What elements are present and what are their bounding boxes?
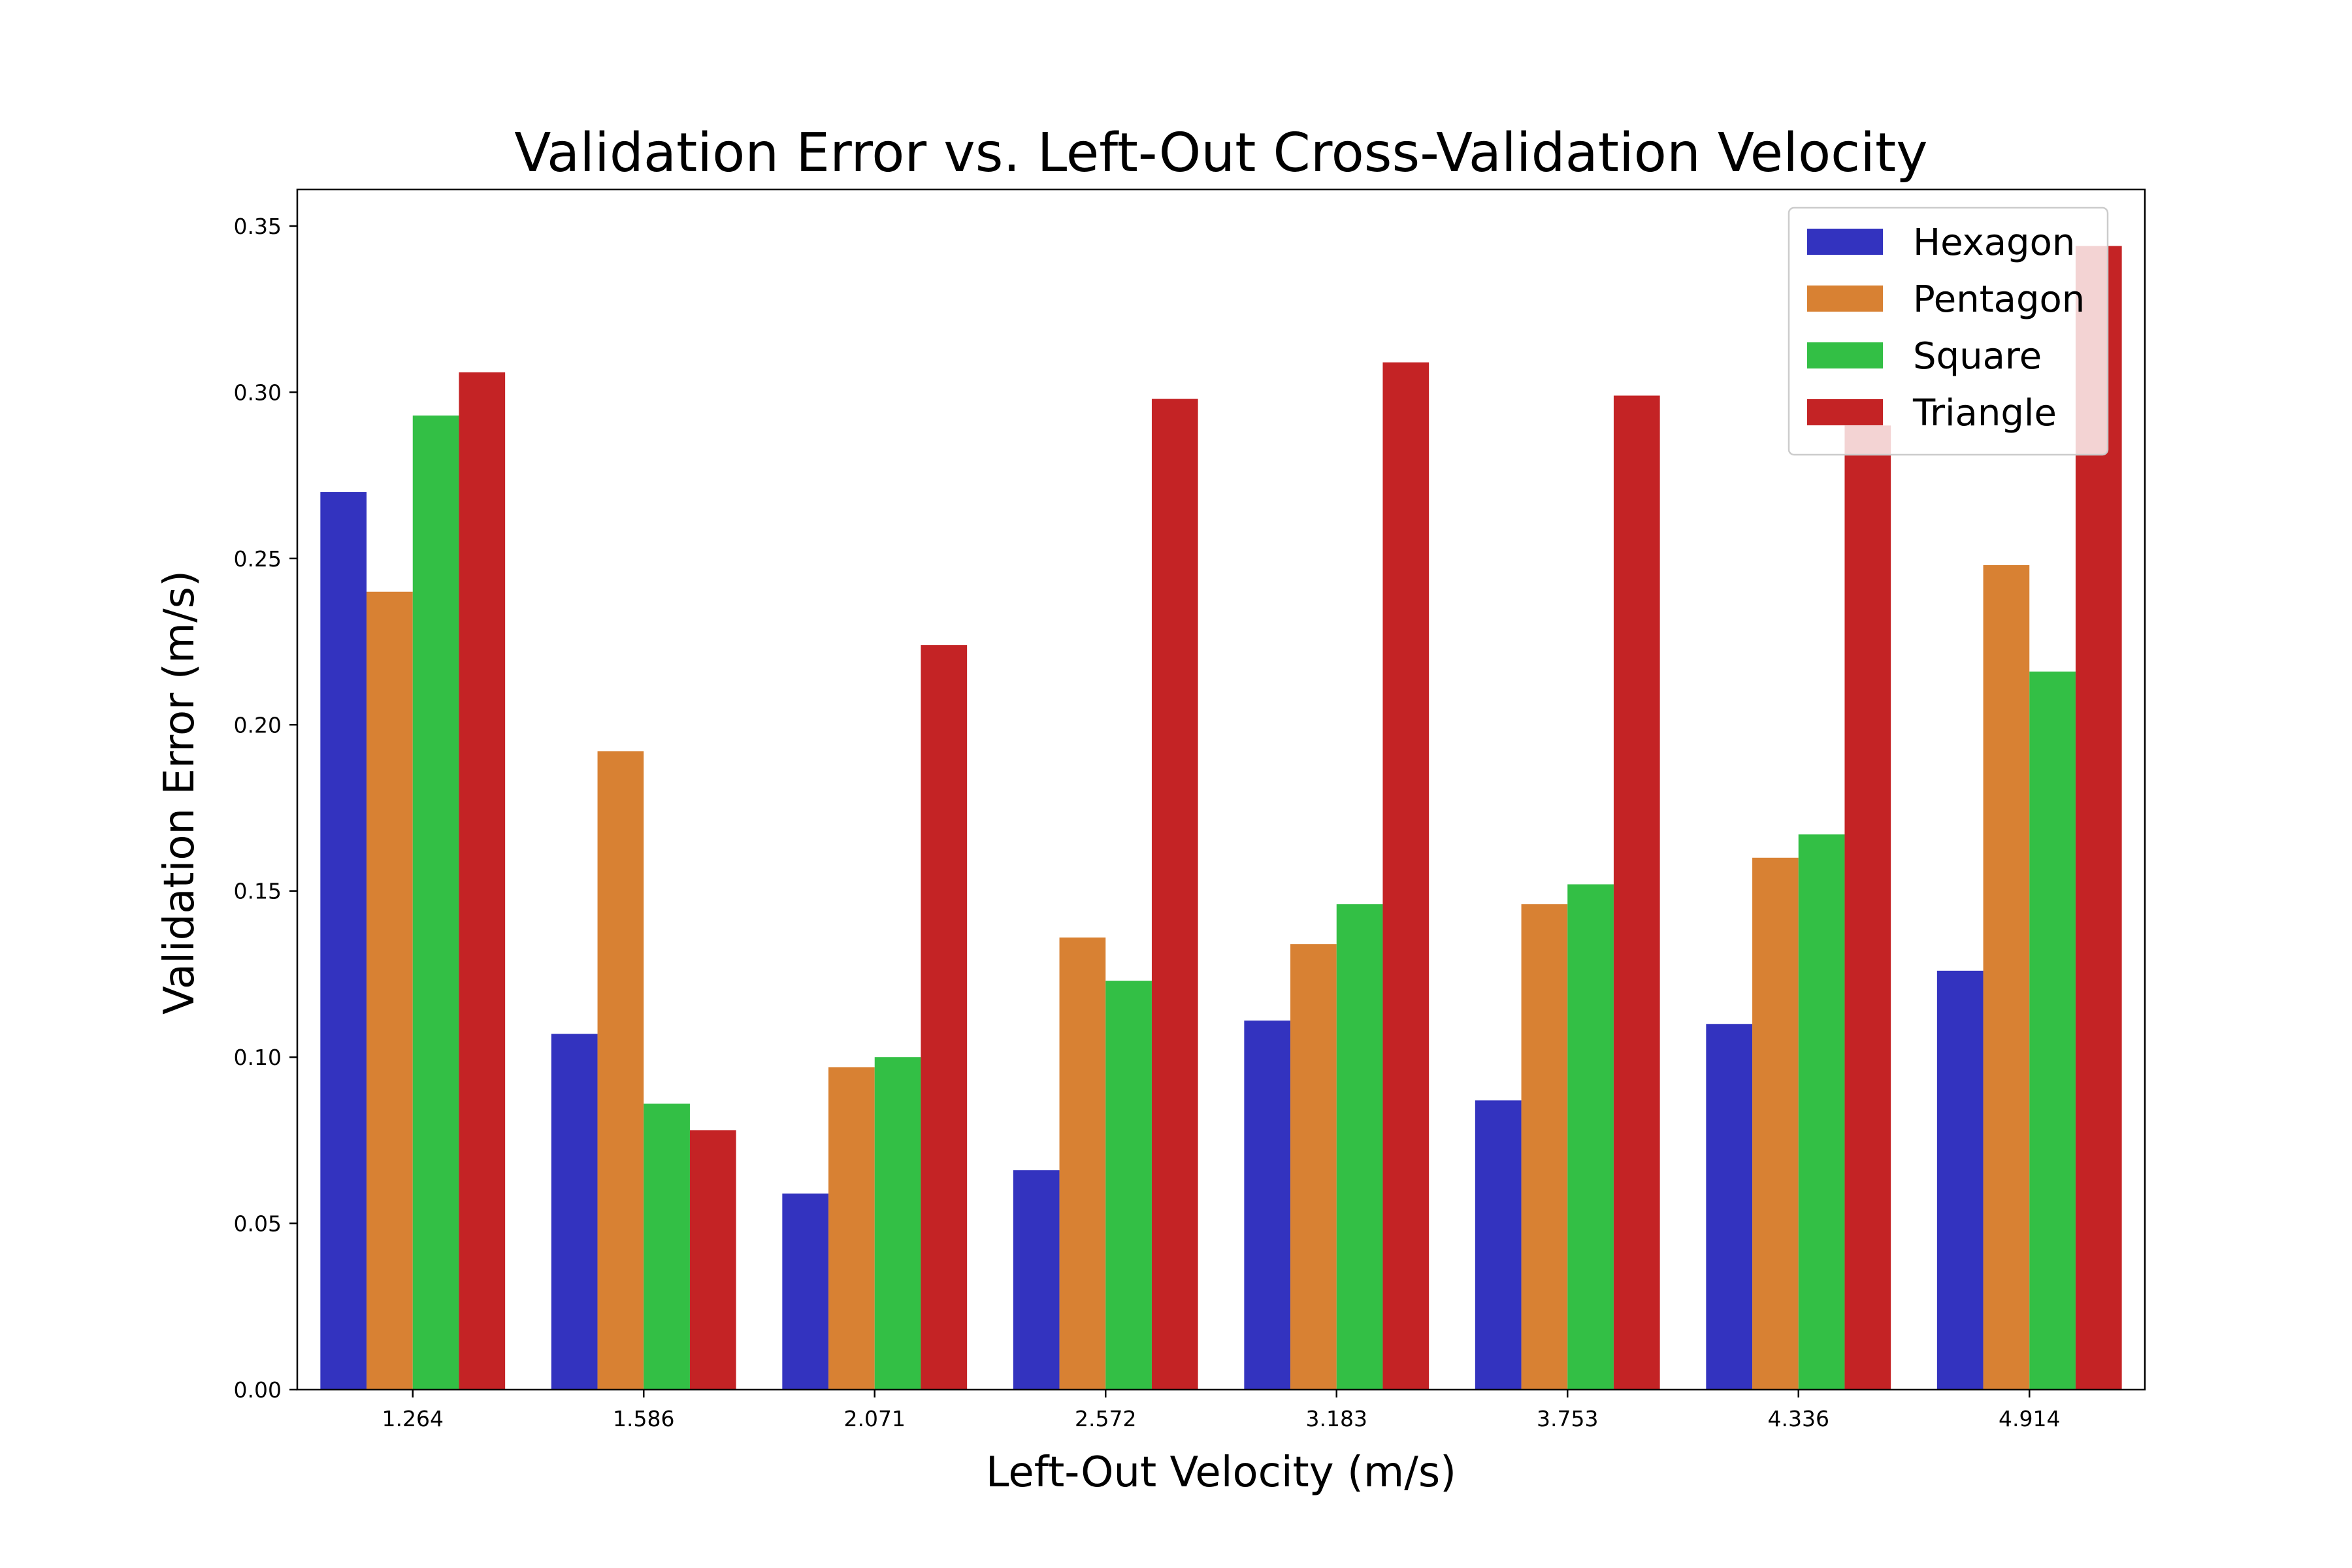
bar-triangle-5 bbox=[1382, 362, 1429, 1390]
y-tick-label: 0.15 bbox=[234, 879, 282, 904]
bar-square-4 bbox=[1105, 981, 1152, 1390]
x-tick-label: 3.753 bbox=[1537, 1406, 1598, 1431]
y-tick-label: 0.25 bbox=[234, 546, 282, 572]
legend-label-hexagon: Hexagon bbox=[1913, 221, 2075, 264]
bar-square-7 bbox=[1798, 834, 1845, 1390]
x-tick-label: 4.914 bbox=[1999, 1406, 2060, 1431]
y-axis-title: Validation Error (m/s) bbox=[155, 570, 204, 1015]
y-tick-label: 0.10 bbox=[234, 1045, 282, 1070]
y-tick-label: 0.05 bbox=[234, 1211, 282, 1237]
x-tick-label: 2.071 bbox=[844, 1406, 906, 1431]
bar-square-5 bbox=[1336, 904, 1383, 1390]
chart-title: Validation Error vs. Left-Out Cross-Vali… bbox=[514, 122, 1927, 184]
bar-square-6 bbox=[1567, 884, 1614, 1390]
bar-hexagon-5 bbox=[1244, 1021, 1291, 1390]
bar-triangle-6 bbox=[1613, 395, 1660, 1390]
bar-hexagon-8 bbox=[1936, 970, 1984, 1390]
bar-square-2 bbox=[644, 1103, 690, 1390]
legend-swatch-square bbox=[1807, 342, 1883, 368]
bar-hexagon-3 bbox=[782, 1193, 829, 1390]
x-tick-label: 3.183 bbox=[1306, 1406, 1367, 1431]
bar-triangle-3 bbox=[921, 645, 968, 1390]
legend-swatch-triangle bbox=[1807, 399, 1883, 425]
bar-triangle-7 bbox=[1844, 425, 1891, 1390]
x-tick-label: 4.336 bbox=[1768, 1406, 1829, 1431]
bar-pentagon-1 bbox=[367, 591, 413, 1390]
axes-layer: 1.264 1.586 2.071 2.572 3.183 3.753 4.336 4.914… bbox=[234, 188, 2146, 1431]
bar-hexagon-2 bbox=[551, 1034, 598, 1390]
plot-frame bbox=[296, 188, 2146, 1391]
y-tick-label: 0.35 bbox=[234, 214, 282, 239]
legend-label-square: Square bbox=[1913, 335, 2042, 378]
x-tick-label: 1.586 bbox=[613, 1406, 674, 1431]
legend-label-triangle: Triangle bbox=[1912, 392, 2057, 434]
x-tick-label: 1.264 bbox=[382, 1406, 444, 1431]
y-tick-label: 0.00 bbox=[234, 1377, 282, 1403]
bar-triangle-2 bbox=[689, 1130, 736, 1390]
y-tick-label: 0.30 bbox=[234, 380, 282, 405]
bar-hexagon-7 bbox=[1706, 1024, 1753, 1390]
bars-layer bbox=[320, 246, 2122, 1390]
x-axis-title: Left-Out Velocity (m/s) bbox=[986, 1448, 1456, 1497]
x-tick-label: 2.572 bbox=[1075, 1406, 1136, 1431]
bar-pentagon-6 bbox=[1521, 904, 1568, 1390]
y-tick-label: 0.20 bbox=[234, 712, 282, 738]
bar-square-8 bbox=[2029, 671, 2076, 1390]
legend-label-pentagon: Pentagon bbox=[1913, 278, 2085, 321]
bar-square-1 bbox=[412, 416, 459, 1390]
bar-hexagon-4 bbox=[1013, 1170, 1060, 1390]
legend-swatch-hexagon bbox=[1807, 229, 1883, 255]
bar-pentagon-7 bbox=[1752, 857, 1799, 1390]
bar-pentagon-8 bbox=[1983, 565, 2030, 1390]
bar-pentagon-5 bbox=[1290, 944, 1337, 1390]
bar-pentagon-3 bbox=[828, 1067, 875, 1390]
legend: Hexagon Pentagon Square Triangle bbox=[1788, 206, 2109, 456]
legend-swatch-pentagon bbox=[1807, 286, 1883, 312]
bar-triangle-4 bbox=[1151, 399, 1198, 1390]
bar-square-3 bbox=[874, 1057, 921, 1390]
legend-box bbox=[1788, 206, 2109, 456]
bar-pentagon-2 bbox=[597, 751, 644, 1390]
bar-pentagon-4 bbox=[1059, 937, 1106, 1390]
bar-hexagon-1 bbox=[320, 492, 367, 1390]
bar-triangle-1 bbox=[459, 372, 506, 1390]
bar-hexagon-6 bbox=[1475, 1100, 1522, 1390]
